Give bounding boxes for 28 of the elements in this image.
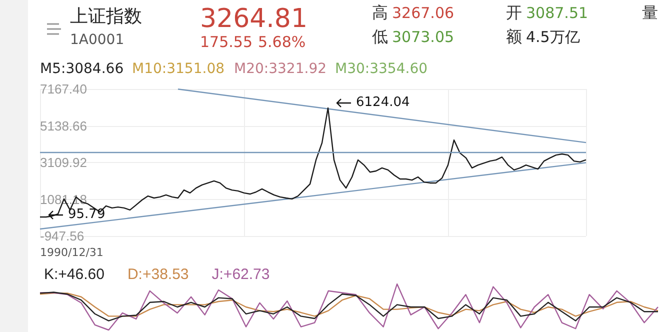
text: 1990/12/31: [40, 246, 104, 259]
text: 额: [506, 27, 522, 46]
text: 量: [642, 3, 658, 22]
text: 低: [372, 27, 388, 46]
text: 3267.06: [392, 4, 454, 22]
annotation: 6124.04: [356, 95, 410, 110]
y-tick-label: 3109.92: [40, 155, 87, 170]
y-tick-label: 7167.40: [40, 82, 87, 96]
series-label: D:+38.53: [127, 266, 189, 283]
series-label: K:+46.60: [44, 266, 104, 283]
text: 高: [372, 3, 388, 22]
text: M20:3321.92: [234, 61, 327, 77]
text: 4.5万亿: [526, 28, 580, 46]
chart-title: 上证指数: [70, 6, 142, 27]
text: M10:3151.08: [132, 61, 225, 77]
series-label: J:+62.73: [212, 266, 270, 283]
chart-subtitle: 1A0001: [70, 32, 124, 48]
text: 3087.51: [526, 4, 588, 22]
y-tick-label: -947.56: [40, 228, 84, 244]
text: 开: [506, 3, 522, 22]
text: 175.55: [200, 33, 252, 51]
text: 5.68%: [258, 33, 306, 51]
text: M30:3354.60: [335, 61, 428, 77]
text: 3264.81: [200, 4, 308, 34]
text: M5:3084.66: [40, 61, 124, 77]
text: 3073.05: [392, 28, 454, 46]
annotation: 95.79: [68, 207, 106, 222]
y-tick-label: 5138.66: [40, 118, 87, 134]
